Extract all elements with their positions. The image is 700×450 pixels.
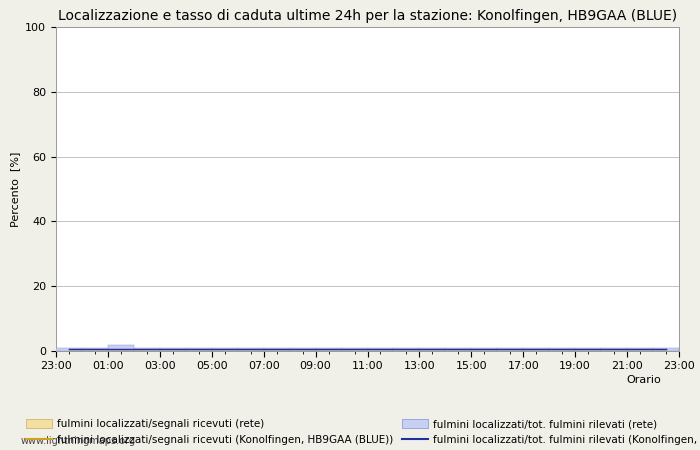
- Bar: [82, 348, 108, 351]
- Text: www.lightningmaps.org: www.lightningmaps.org: [21, 436, 136, 446]
- Bar: [550, 348, 575, 351]
- Bar: [211, 348, 238, 351]
- Text: Orario: Orario: [626, 375, 662, 385]
- Bar: [264, 348, 290, 351]
- Bar: [601, 348, 627, 351]
- Bar: [627, 348, 653, 351]
- Bar: [108, 345, 134, 351]
- Legend: fulmini localizzati/segnali ricevuti (rete), fulmini localizzati/segnali ricevut: fulmini localizzati/segnali ricevuti (re…: [26, 419, 700, 445]
- Bar: [368, 348, 393, 351]
- Bar: [524, 348, 550, 351]
- Bar: [393, 348, 419, 351]
- Bar: [160, 348, 186, 351]
- Bar: [134, 348, 160, 351]
- Bar: [471, 348, 497, 351]
- Bar: [575, 348, 601, 351]
- Bar: [445, 348, 471, 351]
- Bar: [342, 348, 368, 351]
- Bar: [653, 348, 679, 351]
- Bar: [238, 348, 264, 351]
- Bar: [497, 348, 524, 351]
- Bar: [56, 348, 82, 351]
- Bar: [186, 348, 212, 351]
- Bar: [419, 348, 445, 351]
- Bar: [290, 348, 316, 351]
- Bar: [316, 348, 342, 351]
- Y-axis label: Percento  [%]: Percento [%]: [10, 151, 20, 227]
- Title: Localizzazione e tasso di caduta ultime 24h per la stazione: Konolfingen, HB9GAA: Localizzazione e tasso di caduta ultime …: [58, 9, 677, 23]
